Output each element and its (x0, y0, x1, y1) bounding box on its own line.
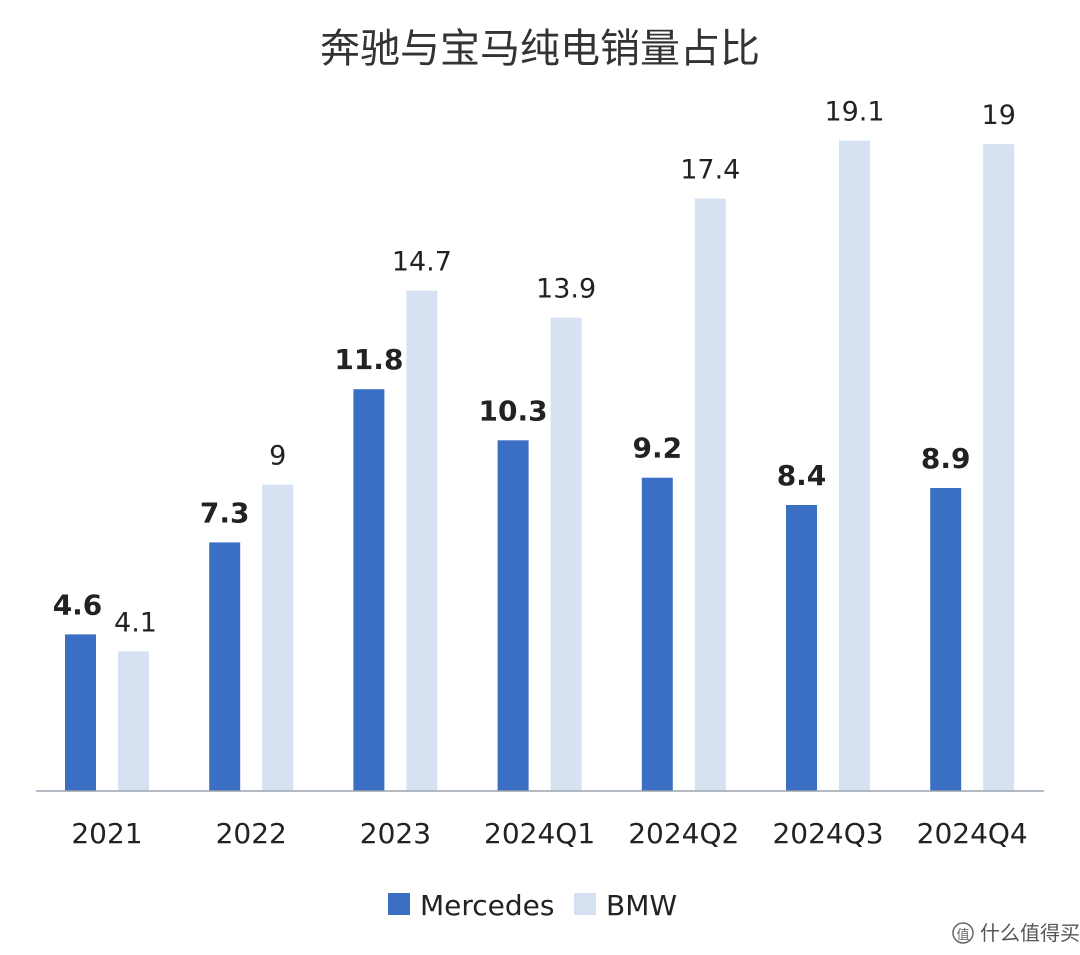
x-tick-label-2024q2: 2024Q2 (628, 817, 739, 850)
bars-layer (65, 140, 1015, 792)
bar-bmw-2023 (406, 290, 438, 791)
data-label-mercedes-2024q3: 8.4 (777, 459, 827, 492)
x-tick-label-2024q1: 2024Q1 (484, 817, 595, 850)
x-tick-label-2024q4: 2024Q4 (917, 817, 1028, 850)
bar-mercedes-2022 (209, 542, 241, 791)
x-tick-labels: 2021 2022 2023 2024Q1 2024Q2 2024Q3 2024Q4 (71, 817, 1027, 850)
legend-label-bmw: BMW (606, 889, 677, 922)
bar-mercedes-2023 (353, 389, 385, 791)
legend-label-mercedes: Mercedes (420, 889, 555, 922)
data-label-bmw-2024q1: 13.9 (536, 274, 596, 305)
bar-bmw-2024q3 (839, 140, 870, 792)
bar-bmw-2024q4 (983, 144, 1015, 792)
data-label-bmw-2024q4: 19 (982, 100, 1016, 131)
bar-mercedes-2024q3 (786, 505, 817, 791)
data-label-mercedes-2024q1: 10.3 (479, 394, 548, 427)
zhi-logo-glyph: 值 (956, 927, 969, 943)
x-tick-label-2024q3: 2024Q3 (772, 817, 883, 850)
data-label-mercedes-2022: 7.3 (200, 496, 250, 529)
data-label-mercedes-2024q2: 9.2 (632, 432, 682, 465)
bar-mercedes-2024q1 (497, 440, 529, 791)
bar-mercedes-2024q4 (930, 488, 962, 791)
data-label-bmw-2023: 14.7 (392, 247, 452, 278)
data-label-bmw-2021: 4.1 (114, 607, 157, 638)
watermark: 值 什么值得买 (952, 921, 1080, 945)
bar-bmw-2022 (262, 484, 294, 791)
watermark-text: 什么值得买 (980, 921, 1080, 945)
legend: Mercedes BMW (388, 889, 677, 922)
x-tick-label-2021: 2021 (71, 817, 142, 850)
data-label-mercedes-2021: 4.6 (53, 588, 103, 621)
bar-bmw-2021 (118, 651, 149, 791)
bar-bmw-2024q1 (550, 317, 582, 791)
legend-swatch-mercedes (388, 893, 410, 915)
legend-swatch-bmw (574, 893, 596, 915)
chart-title: 奔驰与宝马纯电销量占比 (320, 26, 760, 72)
data-label-bmw-2022: 9 (269, 441, 286, 472)
data-label-bmw-2024q3: 19.1 (824, 97, 884, 128)
bar-mercedes-2024q2 (641, 477, 673, 791)
value-labels-layer: 4.6 4.1 7.3 9 11.8 14.7 10.3 13.9 9.2 17.4 8.4 19.1… (53, 97, 1016, 639)
data-label-mercedes-2023: 11.8 (334, 343, 403, 376)
x-tick-label-2023: 2023 (360, 817, 431, 850)
data-label-mercedes-2024q4: 8.9 (921, 442, 971, 475)
bar-bmw-2024q2 (694, 198, 726, 791)
data-label-bmw-2024q2: 17.4 (680, 155, 740, 186)
zhi-logo-icon (952, 922, 974, 944)
bar-mercedes-2021 (65, 634, 96, 791)
x-tick-label-2022: 2022 (216, 817, 287, 850)
